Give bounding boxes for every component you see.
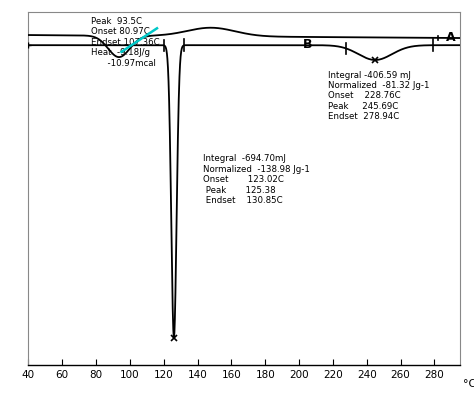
Text: Peak  93.5C
Onset 80.97C
Endset 107.36C
Heat  -9.18J/g
      -10.97mcal: Peak 93.5C Onset 80.97C Endset 107.36C H… <box>91 17 160 68</box>
Text: A: A <box>446 30 456 44</box>
Text: Integral  -694.70mJ
Normalized  -138.98 Jg-1
Onset       123.02C
 Peak       125: Integral -694.70mJ Normalized -138.98 Jg… <box>203 154 310 205</box>
Text: °C: °C <box>463 379 474 389</box>
Text: B: B <box>302 38 312 51</box>
Text: Integral -406.59 mJ
Normalized  -81.32 Jg-1
Onset    228.76C
Peak     245.69C
En: Integral -406.59 mJ Normalized -81.32 Jg… <box>328 71 429 121</box>
